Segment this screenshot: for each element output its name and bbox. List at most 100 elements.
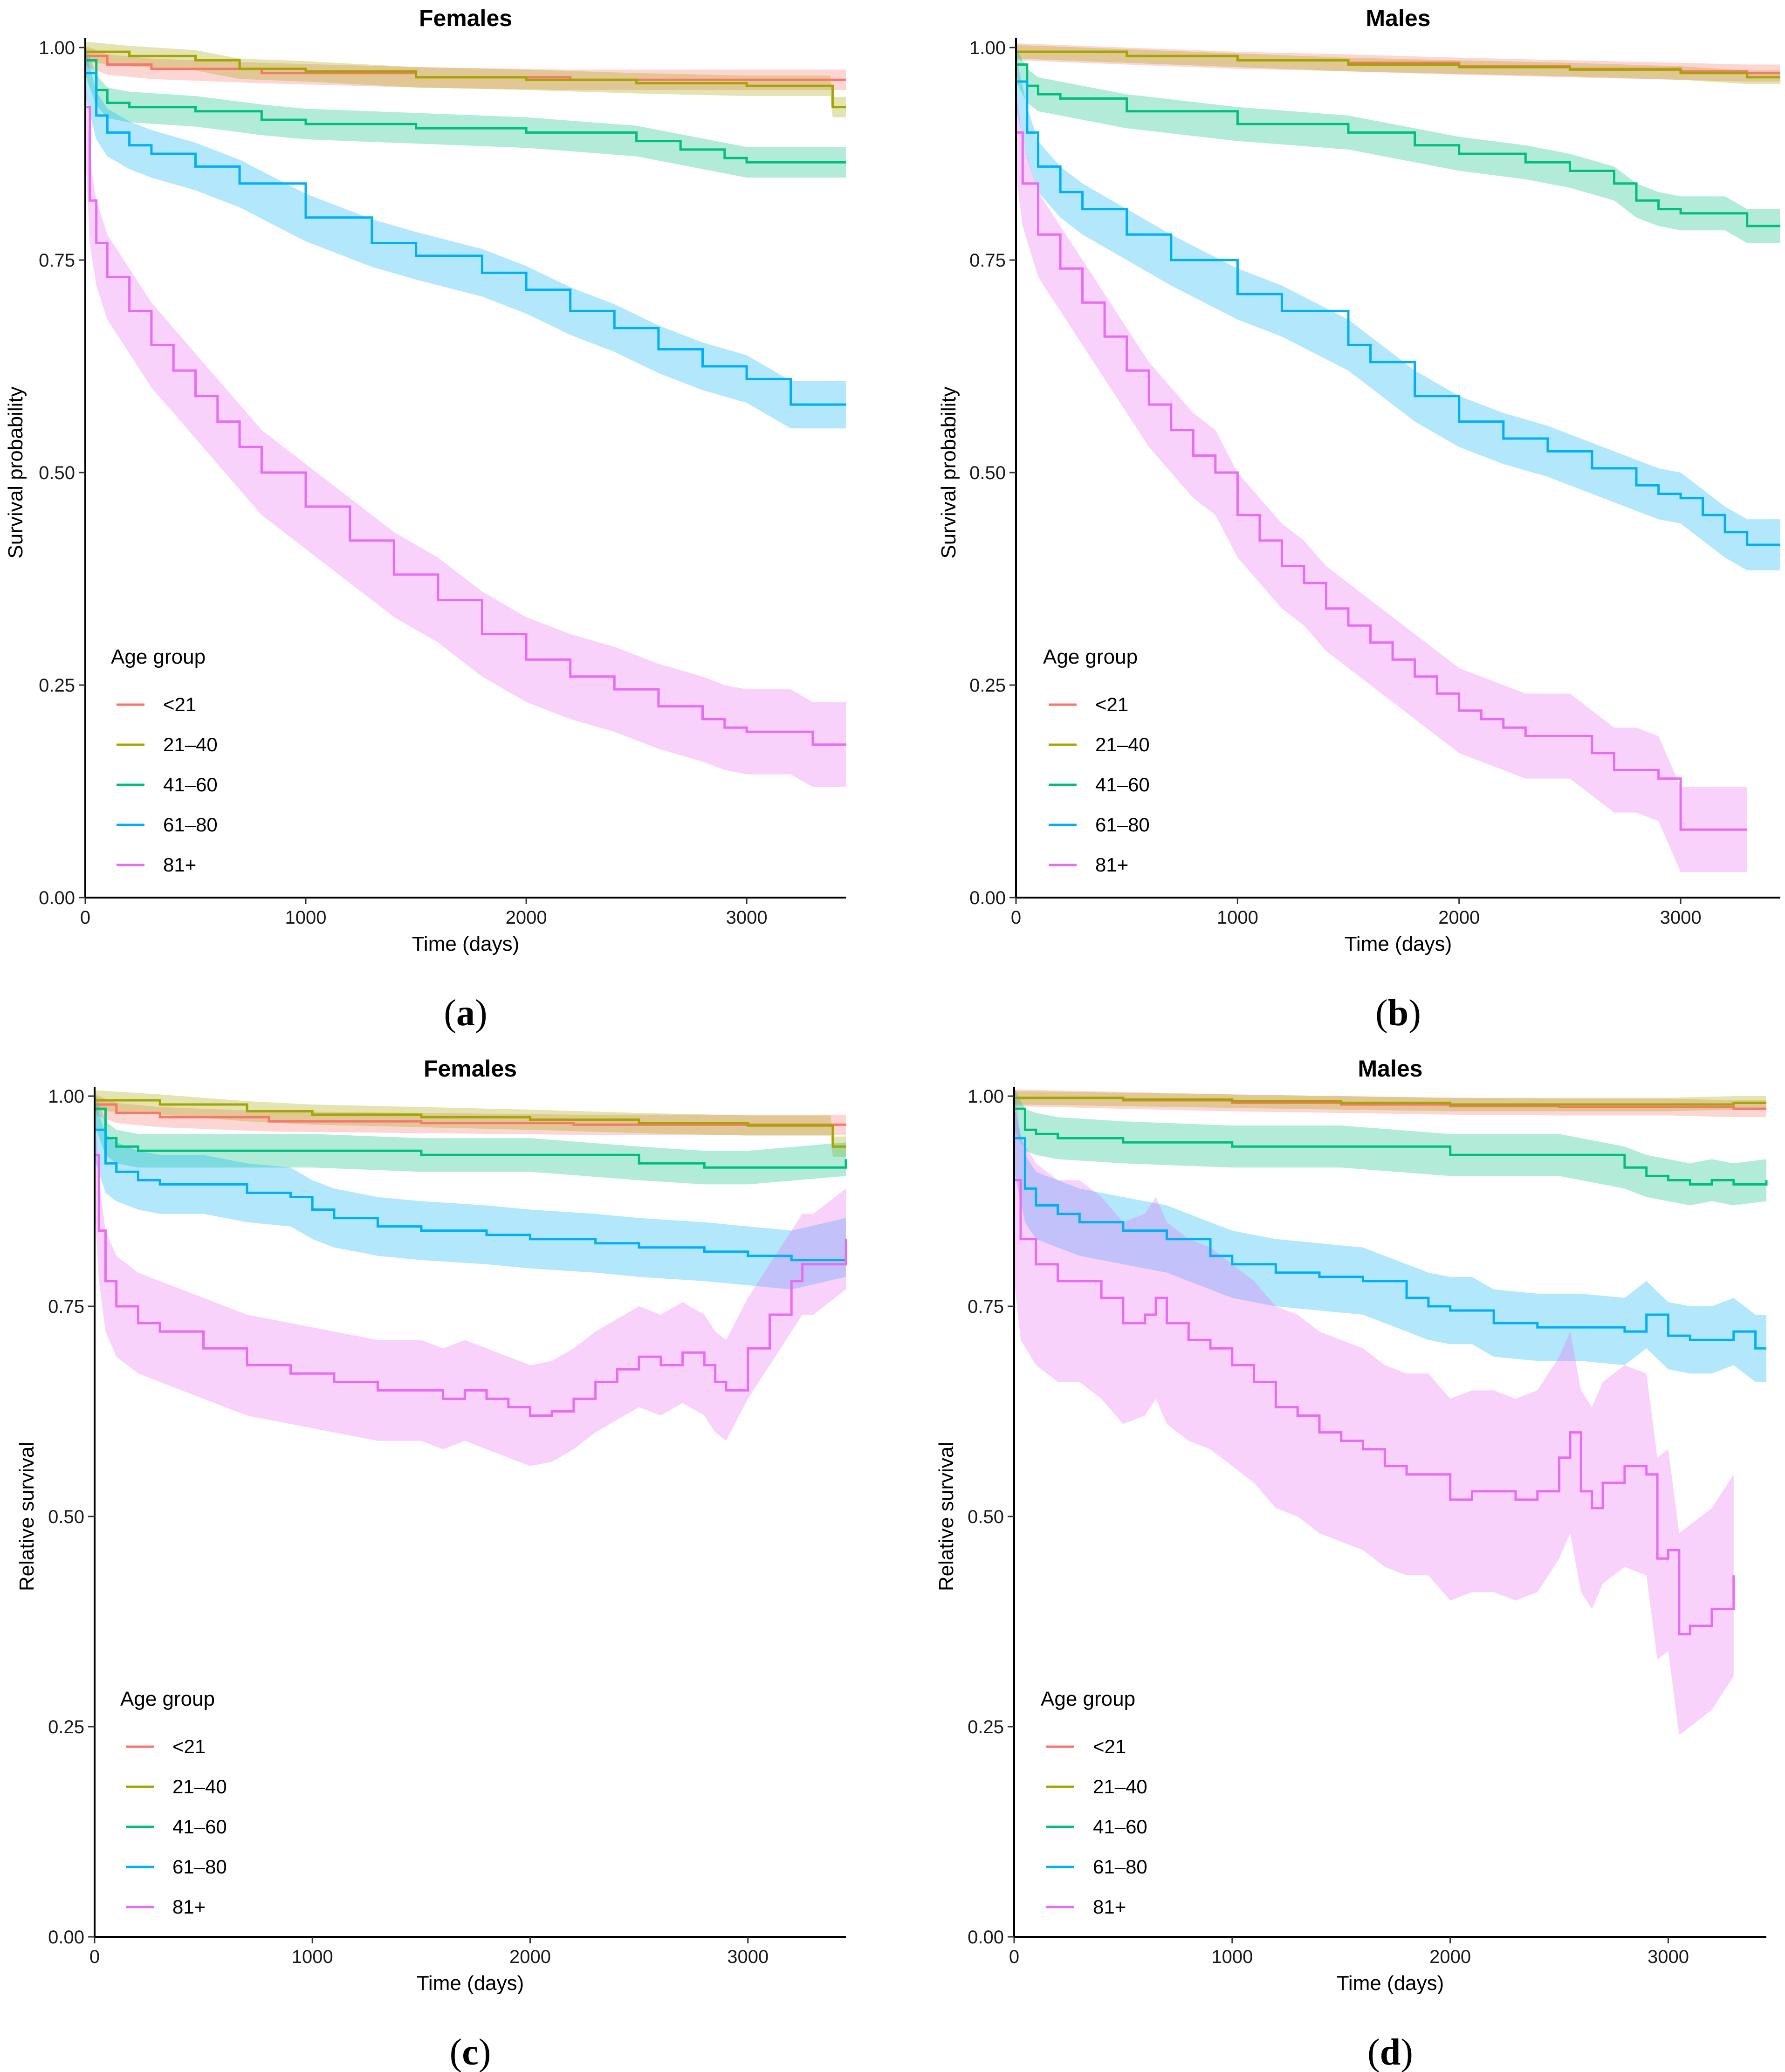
panel-label-letter: a xyxy=(456,993,475,1034)
panel-label: (d) xyxy=(1367,2032,1413,2072)
panel-label-letter: c xyxy=(462,2032,479,2072)
y-tick-label: 0.75 xyxy=(48,1297,84,1317)
panel-label-close-paren: ) xyxy=(475,993,487,1034)
legend-title: Age group xyxy=(111,645,206,668)
confidence-band-b-2 xyxy=(1016,48,1780,243)
x-axis-label: Time (days) xyxy=(1337,1972,1444,1995)
x-tick-label: 2000 xyxy=(509,1947,551,1967)
legend-label-2: 41–60 xyxy=(172,1816,227,1838)
legend-title: Age group xyxy=(1041,1688,1135,1710)
legend-label-3: 61–80 xyxy=(1093,1856,1147,1878)
y-axis-label: Survival probability xyxy=(937,386,960,558)
y-tick-label: 0.50 xyxy=(48,1507,84,1527)
y-axis-label: Survival probability xyxy=(4,386,27,558)
y-tick-label: 1.00 xyxy=(969,38,1006,58)
legend-label-4: 81+ xyxy=(1095,854,1128,876)
y-tick-label: 1.00 xyxy=(39,38,75,58)
x-tick-label: 0 xyxy=(1011,907,1021,928)
chart-title: Males xyxy=(1366,5,1431,31)
legend-label-0: <21 xyxy=(1095,693,1128,715)
series-line-d-4 xyxy=(1014,1179,1735,1636)
series-line-a-1 xyxy=(85,50,846,109)
legend-label-0: <21 xyxy=(172,1736,206,1757)
legend-label-0: <21 xyxy=(1093,1736,1126,1757)
x-tick-label: 0 xyxy=(89,1947,100,1967)
panel-label: (c) xyxy=(450,2032,491,2072)
y-tick-label: 0.50 xyxy=(39,463,75,483)
x-tick-label: 3000 xyxy=(1648,1947,1689,1967)
legend-label-1: 21–40 xyxy=(172,1776,227,1798)
series-line-c-3 xyxy=(95,1128,847,1262)
chart-title: Females xyxy=(419,5,512,31)
x-axis-label: Time (days) xyxy=(1345,933,1452,955)
legend-label-1: 21–40 xyxy=(1093,1776,1147,1798)
y-tick-label: 1.00 xyxy=(48,1086,84,1107)
series-line-d-2 xyxy=(1014,1107,1768,1186)
y-tick-label: 0.25 xyxy=(968,1717,1004,1737)
legend: Age group <21 21–40 41–60 61–80 81+ xyxy=(120,1688,227,1918)
series-line-b-2 xyxy=(1016,63,1780,227)
confidence-band-d-3 xyxy=(1014,1105,1766,1382)
x-tick-label: 0 xyxy=(80,907,90,928)
y-tick-label: 0.25 xyxy=(48,1717,84,1737)
legend-label-4: 81+ xyxy=(172,1896,206,1918)
x-tick-label: 0 xyxy=(1009,1947,1019,1967)
y-tick-label: 0.00 xyxy=(48,1927,84,1948)
legend: Age group <21 21–40 41–60 61–80 81+ xyxy=(111,645,218,876)
panel-label-close-paren: ) xyxy=(1401,2032,1413,2072)
y-tick-label: 0.00 xyxy=(969,888,1006,908)
y-tick-label: 0.75 xyxy=(39,250,75,271)
panel-label: (b) xyxy=(1375,993,1421,1034)
legend-label-2: 41–60 xyxy=(1095,774,1150,796)
x-tick-label: 1000 xyxy=(292,1947,333,1967)
legend-label-4: 81+ xyxy=(1093,1896,1126,1918)
series-line-c-0 xyxy=(95,1103,846,1126)
series-line-d-3 xyxy=(1014,1137,1766,1350)
series-line-c-2 xyxy=(95,1107,847,1169)
series-line-d-1 xyxy=(1014,1097,1766,1106)
legend-label-3: 61–80 xyxy=(163,814,218,836)
confidence-band-c-3 xyxy=(95,1100,846,1290)
y-tick-label: 0.25 xyxy=(39,675,75,696)
y-axis-label: Relative survival xyxy=(15,1442,38,1591)
x-axis-label: Time (days) xyxy=(417,1972,524,1995)
legend-label-0: <21 xyxy=(163,693,196,715)
confidence-band-a-2 xyxy=(85,45,846,178)
chart-title: Males xyxy=(1358,1056,1423,1082)
series-line-a-2 xyxy=(85,59,846,164)
legend-label-2: 41–60 xyxy=(163,774,218,796)
confidence-band-a-4 xyxy=(85,64,846,787)
chart-title: Females xyxy=(424,1056,517,1082)
confidence-band-a-3 xyxy=(85,49,846,429)
x-tick-label: 2000 xyxy=(1429,1947,1471,1967)
y-tick-label: 0.00 xyxy=(39,888,75,908)
confidence-band-d-4 xyxy=(1014,1079,1734,1735)
x-tick-label: 1000 xyxy=(285,907,327,928)
x-tick-label: 3000 xyxy=(727,1947,769,1967)
x-axis-label: Time (days) xyxy=(412,933,520,955)
confidence-band-c-4 xyxy=(95,1105,846,1466)
x-tick-label: 1000 xyxy=(1211,1947,1253,1967)
chart-panel-c: 0.00 0.25 0.50 0.75 1.00 0 1000 2000 3000 Females… xyxy=(15,1056,847,2072)
legend-title: Age group xyxy=(120,1688,215,1710)
series-line-a-4 xyxy=(85,106,846,746)
series-line-a-3 xyxy=(85,72,846,406)
x-tick-label: 2000 xyxy=(1438,907,1480,928)
y-tick-label: 1.00 xyxy=(968,1086,1004,1107)
legend-label-3: 61–80 xyxy=(172,1856,227,1878)
y-tick-label: 0.00 xyxy=(968,1927,1004,1948)
legend: Age group <21 21–40 41–60 61–80 81+ xyxy=(1041,1688,1147,1918)
legend-label-2: 41–60 xyxy=(1093,1816,1147,1838)
series-line-c-4 xyxy=(95,1153,847,1417)
y-tick-label: 0.25 xyxy=(969,675,1006,696)
panel-label-letter: b xyxy=(1388,993,1409,1034)
legend-label-4: 81+ xyxy=(163,854,196,876)
legend: Age group <21 21–40 41–60 61–80 81+ xyxy=(1043,645,1150,876)
panel-label-close-paren: ) xyxy=(479,2032,491,2072)
panel-label: (a) xyxy=(444,993,487,1034)
x-tick-label: 3000 xyxy=(726,907,768,928)
confidence-band-a-1 xyxy=(85,41,846,117)
chart-panel-d: 0.00 0.25 0.50 0.75 1.00 0 1000 2000 3000 Males Ti… xyxy=(935,1056,1768,2072)
panel-label-close-paren: ) xyxy=(1408,993,1421,1034)
